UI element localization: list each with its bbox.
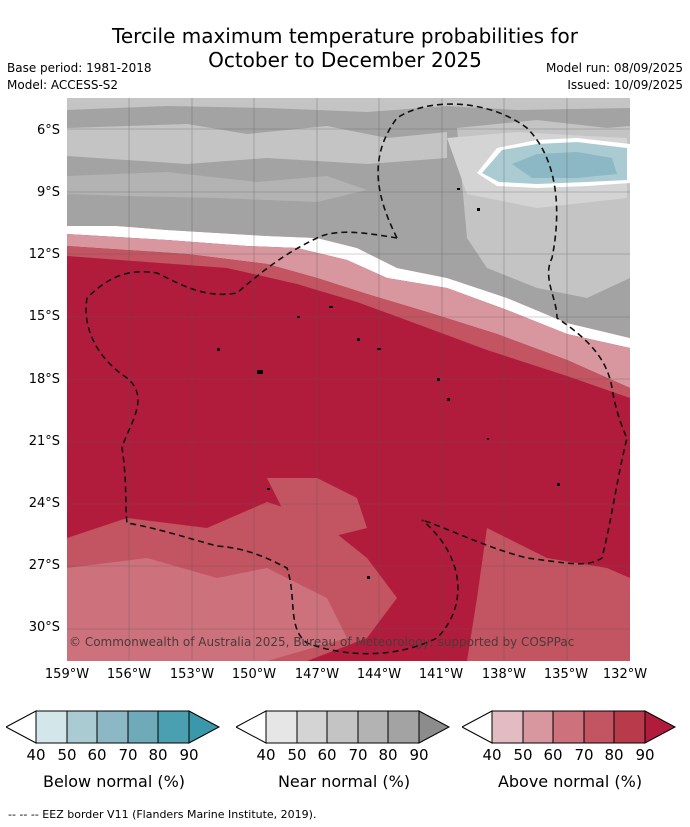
probability-map: © Commonwealth of Australia 2025, Bureau… xyxy=(67,98,630,661)
cbar-tick: 80 xyxy=(378,746,398,764)
cbar-label-above: Above normal (%) xyxy=(497,772,643,791)
cbar-tick: 80 xyxy=(604,746,624,764)
lat-label: 12°S xyxy=(28,247,60,262)
lat-label: 30°S xyxy=(28,620,60,635)
cbar-tick: 40 xyxy=(256,746,276,764)
lon-label: 141°W xyxy=(418,667,464,682)
lon-label: 159°W xyxy=(44,667,90,682)
lat-label: 15°S xyxy=(28,309,60,324)
cbar-tick: 60 xyxy=(87,746,107,764)
cbar-tick: 40 xyxy=(482,746,502,764)
title-line-2: October to December 2025 xyxy=(208,48,482,72)
eez-footnote: -- -- -- EEZ border V11 (Flanders Marine… xyxy=(8,808,317,821)
lon-label: 147°W xyxy=(294,667,340,682)
model-run: Model run: 08/09/2025 xyxy=(545,61,683,75)
lon-label: 138°W xyxy=(481,667,527,682)
lon-label: 156°W xyxy=(106,667,152,682)
lat-label: 18°S xyxy=(28,372,60,387)
cbar-tick: 90 xyxy=(179,746,199,764)
lat-label: 9°S xyxy=(36,185,60,200)
cbar-tick: 70 xyxy=(348,746,368,764)
lon-label: 144°W xyxy=(356,667,402,682)
cbar-tick: 90 xyxy=(409,746,429,764)
lon-label: 150°W xyxy=(231,667,277,682)
cbar-tick: 60 xyxy=(317,746,337,764)
title-line-1: Tercile maximum temperature probabilitie… xyxy=(112,24,578,48)
model-name: Model: ACCESS-S2 xyxy=(7,78,119,92)
base-period: Base period: 1981-2018 xyxy=(7,61,152,75)
lon-label: 135°W xyxy=(543,667,589,682)
cbar-label-near: Near normal (%) xyxy=(277,772,411,791)
colorbar-below xyxy=(4,710,222,744)
lat-label: 6°S xyxy=(36,123,60,138)
cbar-tick: 50 xyxy=(57,746,77,764)
copyright-notice: © Commonwealth of Australia 2025, Bureau… xyxy=(69,635,575,649)
cbar-tick: 50 xyxy=(513,746,533,764)
lat-label: 21°S xyxy=(28,434,60,449)
colorbar-near xyxy=(234,710,452,744)
cbar-tick: 50 xyxy=(287,746,307,764)
cbar-tick: 90 xyxy=(635,746,655,764)
colorbar-above xyxy=(460,710,678,744)
lon-label: 132°W xyxy=(602,667,648,682)
cbar-tick: 60 xyxy=(543,746,563,764)
lat-label: 27°S xyxy=(28,558,60,573)
issued-date: Issued: 10/09/2025 xyxy=(567,78,683,92)
cbar-label-below: Below normal (%) xyxy=(42,772,186,791)
lat-label: 24°S xyxy=(28,496,60,511)
cbar-tick: 70 xyxy=(118,746,138,764)
lon-label: 153°W xyxy=(169,667,215,682)
cbar-tick: 70 xyxy=(574,746,594,764)
map-canvas xyxy=(67,98,630,661)
cbar-tick: 80 xyxy=(148,746,168,764)
cbar-tick: 40 xyxy=(26,746,46,764)
